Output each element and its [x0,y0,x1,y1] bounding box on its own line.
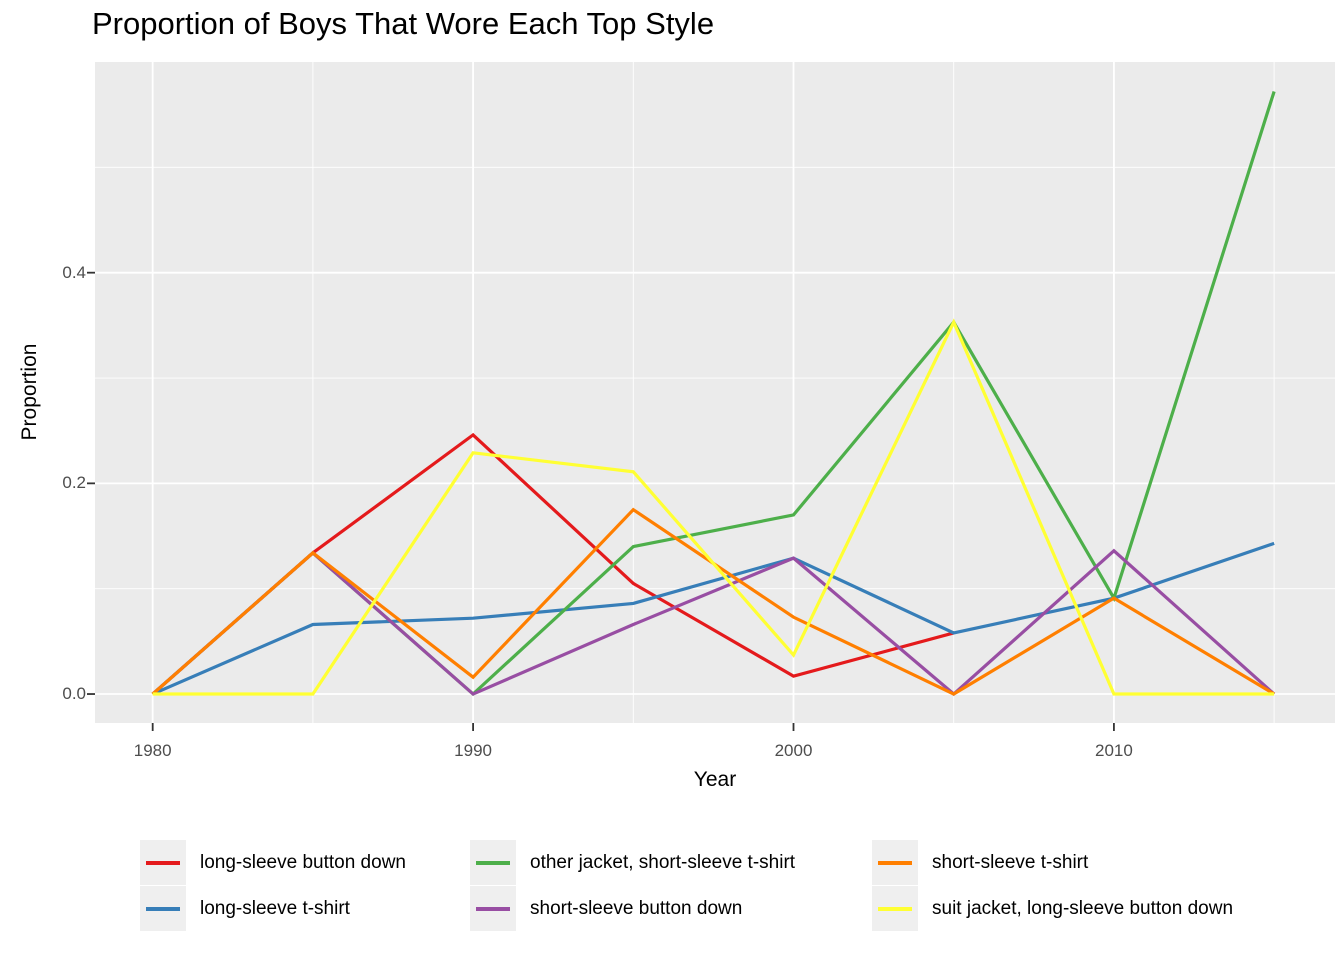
legend-label: suit jacket, long-sleeve button down [932,898,1234,919]
legend-key [470,840,516,885]
legend-label: long-sleeve button down [200,852,406,873]
legend: long-sleeve button down long-sleeve t-shi… [0,838,1344,958]
legend-label: short-sleeve t-shirt [932,852,1089,873]
chart-title: Proportion of Boys That Wore Each Top St… [92,6,715,41]
panel-background [95,62,1335,723]
legend-line-swatch [146,861,180,865]
x-tick-label-2000: 2000 [774,741,813,760]
series-line-suit-jacket-long-sleeve-button-down [152,318,1275,696]
y-tick-label-0.4: 0.4 [62,262,86,282]
legend-line-swatch [476,907,510,911]
series-line-long-sleeve-t-shirt [152,541,1275,696]
legend-key [140,840,186,885]
x-axis-label: Year [693,768,737,791]
y-tick-label-0.0: 0.0 [62,684,86,704]
legend-label: long-sleeve t-shirt [200,898,350,919]
legend-key [872,840,918,885]
y-tick-label-0.2: 0.2 [62,473,86,493]
legend-label: other jacket, short-sleeve t-shirt [530,852,796,873]
legend-line-swatch [878,861,912,865]
x-tick-label-1980: 1980 [133,741,172,760]
legend-line-swatch [476,861,510,865]
legend-label: short-sleeve button down [530,898,743,919]
legend-key [872,886,918,931]
legend-line-swatch [146,907,180,911]
x-tick-label-1990: 1990 [454,741,492,760]
y-axis-label: Proportion [18,343,41,441]
legend-line-swatch [878,907,912,911]
legend-key [470,886,516,931]
legend-key [140,886,186,931]
x-tick-label-2010: 2010 [1094,741,1133,760]
series-line-short-sleeve-button-down [151,548,1276,697]
plot-panel [87,62,1335,731]
